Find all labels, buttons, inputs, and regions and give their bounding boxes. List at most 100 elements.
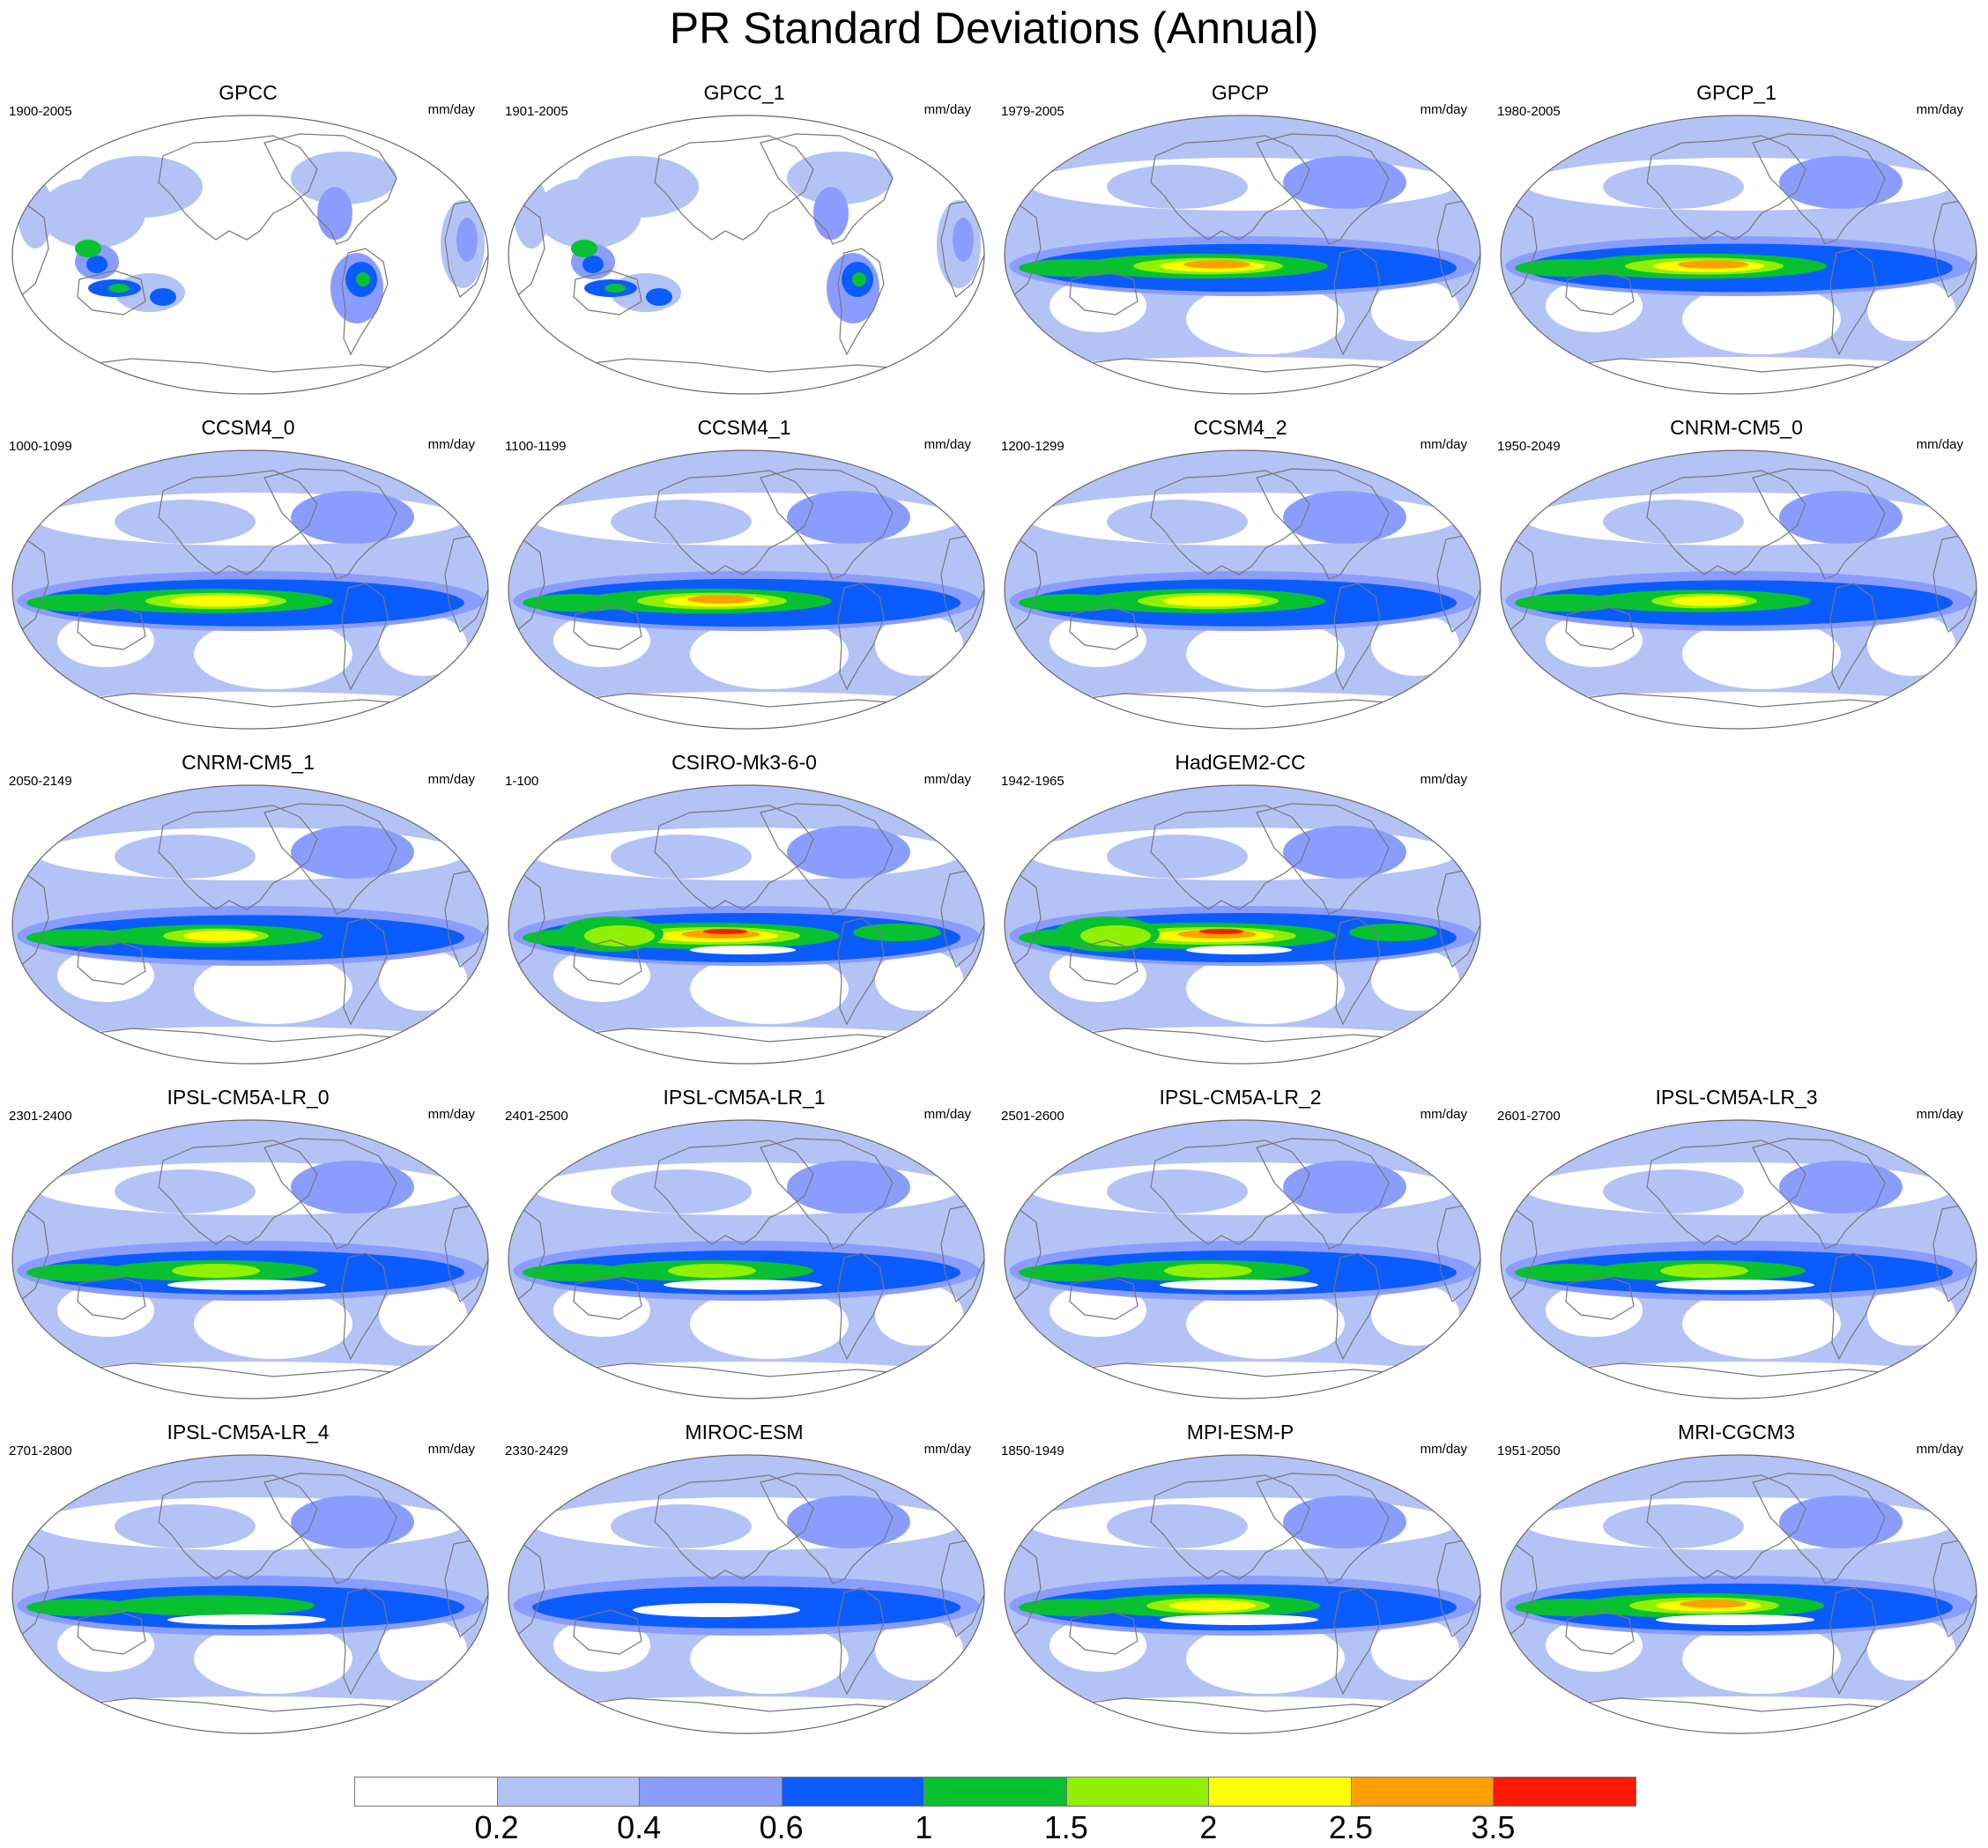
map-panel: CCSM4_1 1100-1199 mm/day (496, 416, 992, 742)
panel-years: 1901-2005 (505, 104, 568, 119)
panel-units: mm/day (427, 772, 475, 787)
panel-title: MRI-CGCM3 (1678, 1421, 1795, 1444)
map-panel: CSIRO-Mk3-6-0 1-100 mm/day (496, 751, 992, 1077)
panel-title: GPCC_1 (703, 81, 785, 104)
colorbar-swatch (1350, 1777, 1495, 1807)
colorbar (354, 1777, 1636, 1807)
map-panel: IPSL-CM5A-LR_4 2701-2800 mm/day (0, 1421, 496, 1747)
panel-units: mm/day (427, 1107, 475, 1122)
world-map (9, 108, 492, 403)
panel-years: 2050-2149 (9, 774, 72, 789)
panel-title: GPCP (1211, 81, 1270, 104)
colorbar-tick-label: 1.5 (1043, 1809, 1088, 1845)
panel-units: mm/day (924, 1442, 971, 1457)
panel-years: 1-100 (505, 774, 539, 789)
panel-title: GPCP_1 (1696, 81, 1777, 104)
panel-units: mm/day (924, 437, 971, 452)
colorbar-swatch (639, 1777, 783, 1807)
colorbar-tick-label: 0.6 (759, 1809, 804, 1845)
map-panel: HadGEM2-CC 1942-1965 mm/day (992, 751, 1488, 1077)
panel-title: IPSL-CM5A-LR_4 (167, 1421, 330, 1444)
world-map (1001, 1112, 1484, 1407)
map-panel: IPSL-CM5A-LR_1 2401-2500 mm/day (496, 1086, 992, 1412)
panel-years: 2301-2400 (9, 1109, 72, 1124)
map-panel: CNRM-CM5_0 1950-2049 mm/day (1488, 416, 1984, 742)
panel-units: mm/day (1420, 772, 1467, 787)
world-map (1497, 1112, 1980, 1407)
panel-years: 2401-2500 (505, 1109, 568, 1124)
panel-years: 1900-2005 (9, 104, 72, 119)
colorbar-swatch (354, 1777, 498, 1807)
panel-years: 1200-1299 (1001, 439, 1064, 454)
panel-title: CCSM4_2 (1193, 416, 1287, 439)
world-map (505, 1447, 988, 1742)
panel-title: CCSM4_0 (201, 416, 295, 439)
world-map (9, 1112, 492, 1407)
world-map (1497, 108, 1980, 403)
map-panel: MIROC-ESM 2330-2429 mm/day (496, 1421, 992, 1747)
panel-units: mm/day (1916, 1442, 1963, 1457)
panel-years: 2701-2800 (9, 1444, 72, 1458)
panel-years: 2501-2600 (1001, 1109, 1064, 1124)
panel-title: IPSL-CM5A-LR_3 (1655, 1086, 1818, 1109)
world-map (1497, 442, 1980, 738)
panel-units: mm/day (924, 1107, 971, 1122)
world-map (505, 777, 988, 1072)
world-map (1001, 442, 1484, 738)
colorbar-swatch (496, 1777, 641, 1807)
panel-units: mm/day (1916, 102, 1963, 117)
map-panel: GPCP 1979-2005 mm/day (992, 81, 1488, 407)
map-panel: MPI-ESM-P 1850-1949 mm/day (992, 1421, 1488, 1747)
panel-units: mm/day (1420, 437, 1467, 452)
panel-title: CCSM4_1 (697, 416, 791, 439)
panel-units: mm/day (924, 772, 971, 787)
panel-title: HadGEM2-CC (1175, 751, 1306, 774)
world-map (505, 442, 988, 738)
map-panel: CNRM-CM5_1 2050-2149 mm/day (0, 751, 496, 1077)
map-panel: CCSM4_0 1000-1099 mm/day (0, 416, 496, 742)
panel-units: mm/day (427, 1442, 475, 1457)
world-map (9, 442, 492, 738)
colorbar-swatch (1208, 1777, 1352, 1807)
map-panel: MRI-CGCM3 1951-2050 mm/day (1488, 1421, 1984, 1747)
panel-years: 1000-1099 (9, 439, 72, 454)
panel-units: mm/day (1916, 1107, 1963, 1122)
panel-title: IPSL-CM5A-LR_2 (1159, 1086, 1322, 1109)
map-panel: IPSL-CM5A-LR_2 2501-2600 mm/day (992, 1086, 1488, 1412)
panel-years: 1850-1949 (1001, 1444, 1064, 1458)
panel-years: 1979-2005 (1001, 104, 1064, 119)
panel-title: CNRM-CM5_0 (1670, 416, 1803, 439)
panel-years: 1980-2005 (1497, 104, 1561, 119)
panel-years: 1942-1965 (1001, 774, 1064, 789)
panel-title: IPSL-CM5A-LR_0 (167, 1086, 330, 1109)
panel-title: CNRM-CM5_1 (182, 751, 315, 774)
panel-title: CSIRO-Mk3-6-0 (671, 751, 817, 774)
panel-units: mm/day (1420, 1442, 1467, 1457)
panel-years: 1951-2050 (1497, 1444, 1561, 1458)
panel-title: MIROC-ESM (685, 1421, 804, 1444)
map-panel: GPCC_1 1901-2005 mm/day (496, 81, 992, 407)
map-panel: GPCC 1900-2005 mm/day (0, 81, 496, 407)
colorbar-swatch (781, 1777, 925, 1807)
colorbar-tick-label: 3.5 (1471, 1809, 1516, 1845)
world-map (9, 1447, 492, 1742)
panel-units: mm/day (1420, 1107, 1467, 1122)
panel-years: 2601-2700 (1497, 1109, 1561, 1124)
figure-title: PR Standard Deviations (Annual) (669, 4, 1319, 53)
map-panel: CCSM4_2 1200-1299 mm/day (992, 416, 1488, 742)
colorbar-tick-label: 1 (915, 1809, 933, 1845)
colorbar-tick-label: 2.5 (1328, 1809, 1373, 1845)
map-panel: IPSL-CM5A-LR_0 2301-2400 mm/day (0, 1086, 496, 1412)
colorbar-tick-label: 0.4 (617, 1809, 662, 1845)
panel-years: 1950-2049 (1497, 439, 1561, 454)
world-map (1001, 777, 1484, 1072)
world-map (1497, 1447, 1980, 1742)
map-panel: GPCP_1 1980-2005 mm/day (1488, 81, 1984, 407)
colorbar-swatch (1065, 1777, 1210, 1807)
panel-units: mm/day (1916, 437, 1963, 452)
colorbar-tick-label: 0.2 (474, 1809, 519, 1845)
colorbar-swatch (1493, 1777, 1636, 1807)
panel-units: mm/day (427, 437, 475, 452)
world-map (1001, 1447, 1484, 1742)
